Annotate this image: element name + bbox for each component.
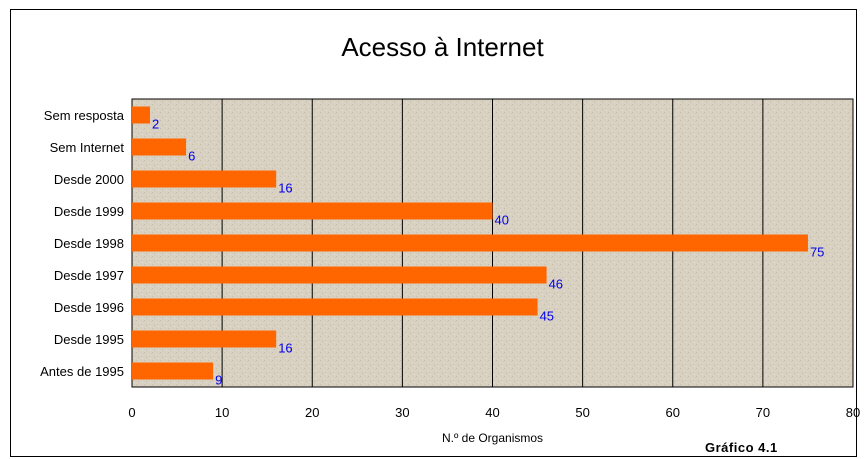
bar <box>132 202 493 220</box>
x-tick-label: 20 <box>305 405 319 420</box>
category-label: Desde 1995 <box>54 332 124 347</box>
figure-caption: Gráfico 4.1 <box>705 440 778 455</box>
category-label: Desde 1999 <box>54 204 124 219</box>
category-label: Antes de 1995 <box>40 364 124 379</box>
data-label: 6 <box>188 149 195 164</box>
bar <box>132 330 277 348</box>
x-tick-label: 10 <box>215 405 229 420</box>
category-label: Desde 2000 <box>54 172 124 187</box>
bar <box>132 234 808 252</box>
x-tick-label: 0 <box>128 405 135 420</box>
x-tick-label: 50 <box>575 405 589 420</box>
bar <box>132 170 277 188</box>
bar <box>132 362 214 380</box>
bar <box>132 138 187 156</box>
bar <box>132 298 538 316</box>
category-labels: Sem resposta Sem Internet Desde 2000 Desde … <box>40 108 125 379</box>
category-label: Desde 1996 <box>54 300 124 315</box>
x-tick-labels: 0 10 20 30 40 50 60 70 80 <box>128 405 860 420</box>
data-label: 40 <box>495 213 509 228</box>
data-label: 16 <box>278 181 292 196</box>
data-label: 45 <box>540 309 554 324</box>
x-tick-label: 30 <box>395 405 409 420</box>
category-label: Desde 1997 <box>54 268 124 283</box>
data-label: 9 <box>215 373 222 388</box>
x-tick-label: 80 <box>846 405 860 420</box>
x-tick-label: 40 <box>485 405 499 420</box>
category-label: Sem resposta <box>44 108 125 123</box>
data-label: 75 <box>810 245 824 260</box>
chart-title: Acesso à Internet <box>341 32 544 62</box>
category-label: Sem Internet <box>50 140 125 155</box>
data-label: 16 <box>278 341 292 356</box>
bars <box>132 106 808 380</box>
x-axis-title: N.º de Organismos <box>442 431 543 445</box>
x-tick-label: 70 <box>756 405 770 420</box>
x-tick-label: 60 <box>666 405 680 420</box>
bar <box>132 266 547 284</box>
data-labels: 2 6 16 40 75 46 45 16 9 <box>152 117 824 388</box>
data-label: 2 <box>152 117 159 132</box>
data-label: 46 <box>549 277 563 292</box>
bar <box>132 106 151 124</box>
category-label: Desde 1998 <box>54 236 124 251</box>
